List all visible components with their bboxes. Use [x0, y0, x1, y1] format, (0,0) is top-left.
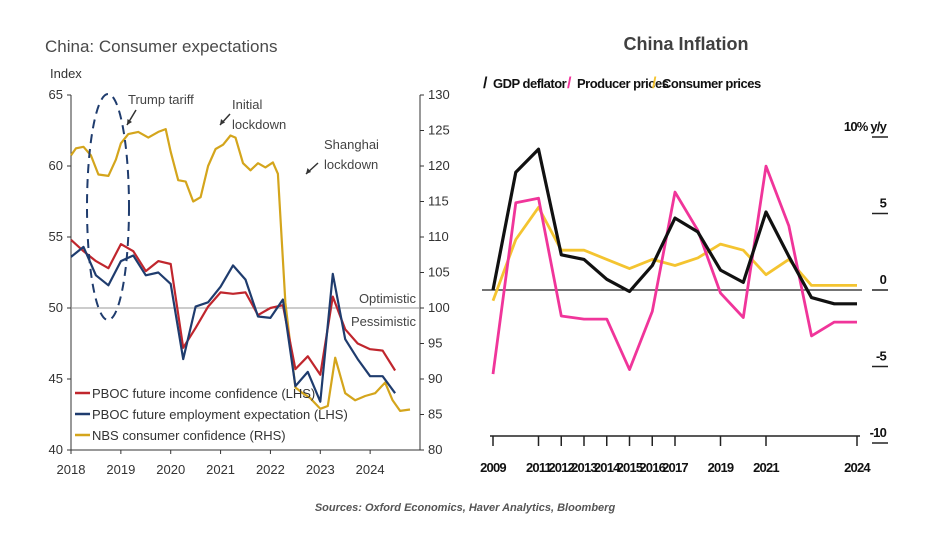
right-x-tick-label: 2017 [662, 460, 688, 475]
right-x-tick-label: 2019 [708, 460, 734, 475]
right-x-tick-label: 2015 [617, 460, 643, 475]
left-y2-tick-label: 115 [428, 194, 449, 209]
right-x-tick-label: 2014 [594, 460, 621, 475]
left-x-tick-label: 2019 [106, 462, 135, 477]
left-x-tick-label: 2022 [256, 462, 285, 477]
left-y-ticks: 40 45 50 55 60 65 [49, 87, 71, 457]
right-legend: / GDP deflator / Producer prices / Consu… [483, 75, 761, 92]
right-x-tick-label: 2013 [571, 460, 597, 475]
gdp-deflator-line [491, 147, 857, 306]
right-y-ticks: -10 -5 0 5 10% y/y [844, 119, 888, 444]
legend-label-income: PBOC future income confidence (LHS) [92, 386, 315, 401]
right-x-tick-label: 2021 [753, 460, 779, 475]
left-x-tick-label: 2024 [356, 462, 385, 477]
right-x-tick-label: 2012 [548, 460, 574, 475]
right-y-tick-label: -10 [870, 425, 887, 440]
left-y2-tick-label: 120 [428, 158, 450, 173]
producer-prices-line [491, 164, 857, 375]
legend-label-gdp: GDP deflator [493, 76, 567, 91]
right-y-tick-label: 5 [880, 196, 887, 211]
left-y-axis-label: Index [50, 66, 82, 81]
right-y-tick-label: -5 [876, 349, 887, 364]
annotation-trump-tariff: Trump tariff [128, 92, 194, 107]
right-x-tick-label: 2009 [480, 460, 506, 475]
left-legend: PBOC future income confidence (LHS) PBOC… [75, 386, 348, 443]
left-y-tick-label: 60 [49, 158, 63, 173]
right-y-tick-label: 10% y/y [844, 119, 888, 134]
left-x-tick-label: 2021 [206, 462, 235, 477]
left-y2-tick-label: 110 [428, 229, 449, 244]
annotation-shanghai-arrowhead [306, 168, 311, 174]
trump-tariff-ellipse [86, 93, 130, 321]
china-inflation-chart: China Inflation / GDP deflator / Produce… [480, 34, 888, 475]
left-y2-tick-label: 130 [428, 87, 450, 102]
legend-label-producer: Producer prices [577, 76, 669, 91]
consumer-expectations-chart: China: Consumer expectations Index 40 45 5… [45, 37, 450, 477]
left-y-tick-label: 50 [49, 300, 63, 315]
legend-label-employment: PBOC future employment expectation (LHS) [92, 407, 348, 422]
right-x-tick-label: 2011 [526, 460, 552, 475]
right-y-tick-label: 0 [880, 272, 887, 287]
legend-marker-gdp: / [483, 75, 488, 92]
left-y2-ticks: 80 85 90 95 100 105 110 115 120 125 130 [420, 87, 450, 457]
left-x-tick-label: 2023 [306, 462, 335, 477]
left-x-tick-label: 2020 [156, 462, 185, 477]
left-x-tick-label: 2018 [57, 462, 86, 477]
left-y2-tick-label: 80 [428, 442, 442, 457]
left-x-ticks: 2018 2019 2020 2021 2022 2023 2024 [57, 450, 385, 477]
right-x-tick-label: 2016 [639, 460, 665, 475]
left-y2-tick-label: 105 [428, 265, 450, 280]
pboc-income-confidence-line [70, 238, 397, 376]
left-series-group [70, 128, 411, 412]
legend-label-nbs: NBS consumer confidence (RHS) [92, 428, 286, 443]
left-y2-tick-label: 125 [428, 123, 450, 138]
pboc-employment-expectation-line [70, 245, 396, 403]
annotation-shanghai-lockdown-2: lockdown [324, 157, 378, 172]
annotation-trump-arrowhead [127, 119, 132, 125]
nbs-consumer-confidence-line [70, 128, 411, 412]
left-y2-tick-label: 95 [428, 336, 442, 351]
legend-marker-producer: / [567, 75, 572, 92]
annotation-initial-lockdown-2: lockdown [232, 117, 286, 132]
right-chart-title: China Inflation [624, 34, 749, 54]
annotation-initial-arrowhead [220, 119, 225, 125]
left-chart-title: China: Consumer expectations [45, 37, 277, 56]
left-y2-tick-label: 85 [428, 407, 442, 422]
annotation-shanghai-lockdown-1: Shanghai [324, 137, 379, 152]
left-y-tick-label: 65 [49, 87, 63, 102]
right-series-group [491, 147, 857, 375]
left-y-tick-label: 40 [49, 442, 63, 457]
left-y-tick-label: 45 [49, 371, 63, 386]
left-y-tick-label: 55 [49, 229, 63, 244]
annotation-optimistic: Optimistic [359, 291, 417, 306]
legend-marker-consumer: / [652, 75, 657, 92]
legend-label-consumer: Consumer prices [662, 76, 761, 91]
annotation-pessimistic: Pessimistic [351, 314, 417, 329]
annotation-initial-lockdown-1: Initial [232, 97, 262, 112]
right-x-tick-label: 2024 [844, 460, 871, 475]
source-note: Sources: Oxford Economics, Haver Analyti… [315, 502, 616, 514]
left-y2-tick-label: 100 [428, 300, 450, 315]
left-y2-tick-label: 90 [428, 371, 442, 386]
